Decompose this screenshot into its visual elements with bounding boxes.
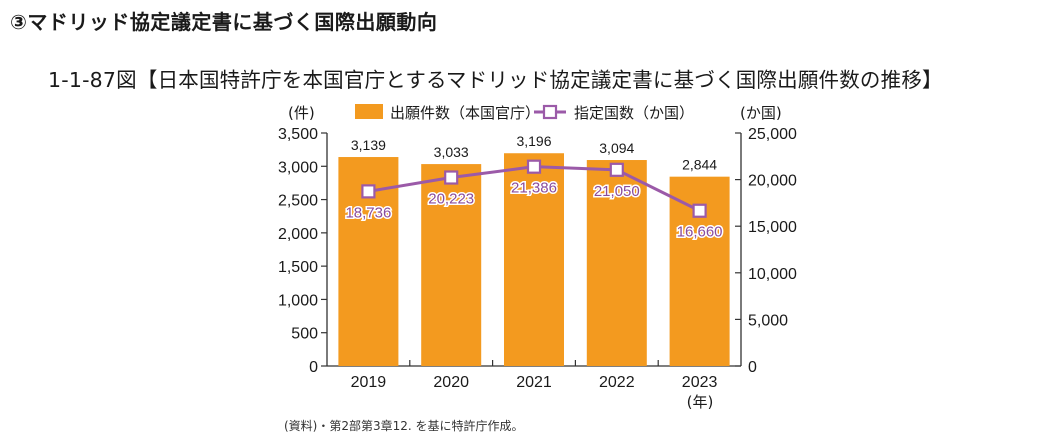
x-tick-label: 2021 xyxy=(516,374,552,391)
x-tick-label: 2023 xyxy=(682,374,718,391)
right-tick-label: 5,000 xyxy=(748,312,788,329)
line-value-label: 21,386 xyxy=(511,180,557,197)
line-marker xyxy=(444,170,459,185)
line-series xyxy=(361,159,707,218)
line-marker xyxy=(609,162,624,177)
figure-title: 1-1-87図【日本国特許庁を本国官庁とするマドリッド協定議定書に基づく国際出願… xyxy=(48,68,943,92)
line-labels: 18,736 20,223 21,386 21,050 16,660 xyxy=(344,178,724,242)
left-axis-unit: (件) xyxy=(288,104,315,122)
left-tick-label: 2,500 xyxy=(278,193,318,210)
line-value-label: 21,050 xyxy=(594,183,640,200)
right-tick-label: 25,000 xyxy=(748,126,797,143)
right-tick-label: 15,000 xyxy=(748,219,797,236)
legend-line-marker xyxy=(542,104,558,120)
right-axis-unit: (か国) xyxy=(740,104,782,122)
left-tick-label: 0 xyxy=(309,359,318,376)
line-value-label: 18,736 xyxy=(345,204,391,221)
x-axis-unit: (年) xyxy=(687,393,714,411)
right-tick-label: 10,000 xyxy=(748,266,797,283)
line-marker xyxy=(526,159,542,174)
left-tick-label: 2,000 xyxy=(278,226,318,243)
x-tick-label: 2020 xyxy=(433,374,469,391)
legend: 出願件数（本国官庁） 指定国数（か国） xyxy=(355,104,694,122)
bar-value-label: 3,196 xyxy=(516,133,551,149)
left-tick-label: 3,500 xyxy=(278,126,318,143)
left-tick-label: 1,000 xyxy=(278,292,318,309)
x-tick-label: 2019 xyxy=(351,374,387,391)
right-tick-label: 20,000 xyxy=(748,173,797,190)
bar-value-label: 3,094 xyxy=(599,140,634,156)
axes: 0 500 1,000 1,500 2,000 2,500 3,000 3,500 0 5,000… xyxy=(278,126,797,376)
bars xyxy=(338,153,730,366)
x-ticks: 2019 2020 2021 2022 2023 xyxy=(351,374,718,391)
legend-bar-swatch xyxy=(355,104,383,119)
left-tick-label: 500 xyxy=(291,326,318,343)
line-marker xyxy=(692,203,707,218)
bar xyxy=(421,164,482,366)
line-value-label: 20,223 xyxy=(428,191,474,208)
bar xyxy=(504,153,564,366)
bar-labels: 3,139 3,033 3,196 3,094 2,844 xyxy=(351,133,717,172)
bar-value-label: 3,139 xyxy=(351,137,386,153)
legend-bar-label: 出願件数（本国官庁） xyxy=(390,104,540,122)
bar-value-label: 3,033 xyxy=(434,144,469,160)
line-value-label: 16,660 xyxy=(677,224,723,241)
source-note: (資料)・第2部第3章12. を基に特許庁作成。 xyxy=(284,419,524,433)
left-tick-label: 1,500 xyxy=(278,259,318,276)
bar-value-label: 2,844 xyxy=(682,157,717,173)
section-title: ③マドリッド協定議定書に基づく国際出願動向 xyxy=(10,10,438,34)
left-tick-label: 3,000 xyxy=(278,159,318,176)
legend-line-label: 指定国数（か国） xyxy=(574,104,694,122)
bar xyxy=(586,160,647,366)
right-tick-label: 0 xyxy=(748,359,757,376)
line-marker xyxy=(361,184,376,199)
x-tick-label: 2022 xyxy=(599,374,635,391)
